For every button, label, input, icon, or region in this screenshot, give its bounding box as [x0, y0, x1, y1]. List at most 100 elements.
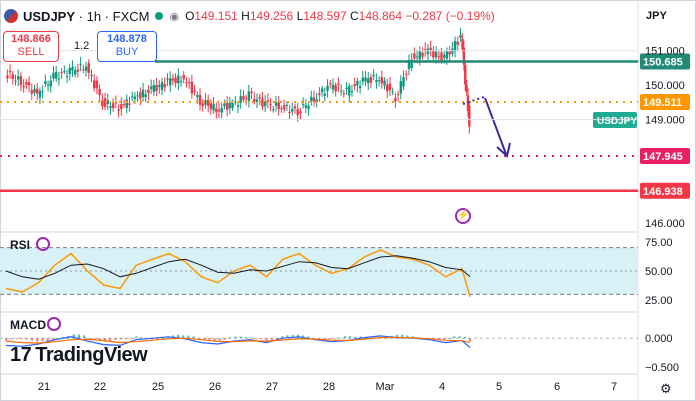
macd-histogram-bar: [192, 336, 195, 339]
time-tick-label: Mar: [376, 381, 395, 393]
candle-body: [54, 71, 58, 79]
macd-histogram-bar: [104, 338, 107, 342]
spread-value: 1.2: [74, 40, 90, 52]
sell-price: 148.866: [11, 33, 51, 45]
candle-body: [307, 105, 310, 109]
candle-body: [285, 104, 289, 106]
candle-body: [350, 91, 354, 93]
level-tag-150.685: [640, 53, 690, 70]
source-label: FXCM: [112, 8, 150, 24]
currency-label[interactable]: JPY: [646, 10, 667, 22]
candle-body: [114, 102, 118, 104]
level-tag-147.945: [640, 148, 690, 165]
macd-histogram-bar: [5, 338, 7, 341]
candle-body: [136, 95, 139, 97]
sell-label: SELL: [17, 46, 45, 58]
candle-body: [215, 108, 218, 113]
macd-histogram-bar: [250, 337, 253, 339]
candle-body: [255, 99, 259, 102]
candle-body: [130, 96, 134, 98]
macd-histogram-bar: [260, 338, 263, 340]
candle-body: [187, 82, 191, 84]
macd-histogram-bar: [177, 334, 180, 339]
macd-tick-label: −0.500: [645, 362, 679, 374]
macd-histogram-bar: [255, 338, 258, 340]
level-label-149.511: 149.511: [643, 97, 682, 109]
candle-body: [448, 51, 451, 55]
candle-body: [234, 101, 237, 103]
candle-body: [443, 55, 446, 58]
candle-body: [386, 84, 389, 92]
macd-histogram-bar: [338, 337, 341, 339]
candle-body: [263, 101, 267, 107]
candle-body: [231, 102, 234, 109]
candle-body: [63, 71, 66, 73]
macd-histogram-bar: [213, 338, 216, 342]
visibility-icon[interactable]: ◉: [169, 10, 180, 23]
buy-button[interactable]: 148.878 BUY: [97, 31, 157, 62]
separator: ·: [101, 8, 113, 24]
candle-body: [320, 88, 324, 93]
level-tag-149.511: [640, 94, 690, 111]
candle-body: [312, 97, 316, 102]
candle-body: [369, 76, 373, 83]
candle-body: [8, 70, 12, 73]
candle-body: [465, 84, 468, 92]
candle-body: [372, 74, 375, 77]
time-tick-label: 4: [439, 381, 445, 393]
candle-body: [201, 103, 204, 107]
macd-signal-line: [5, 336, 471, 344]
candle-body: [272, 109, 275, 111]
settings-gear-icon[interactable]: ⚙: [660, 381, 672, 396]
macd-histogram-bar: [270, 338, 273, 341]
candle-body: [331, 84, 335, 90]
interval-label[interactable]: 1h: [86, 8, 102, 24]
macd-histogram-bar: [349, 336, 352, 339]
candle-body: [364, 77, 367, 82]
snapshot-icon[interactable]: ⚡: [455, 208, 471, 224]
macd-histogram-bar: [448, 337, 451, 339]
candle-body: [225, 103, 229, 110]
price-tick-label: 146.000: [645, 218, 685, 230]
macd-histogram-bar: [453, 336, 456, 339]
time-tick-label: 25: [152, 381, 164, 393]
macd-histogram-bar: [41, 338, 44, 342]
macd-settings-icon[interactable]: [47, 317, 61, 331]
macd-histogram-bar: [223, 338, 226, 340]
rsi-settings-icon[interactable]: [36, 237, 50, 251]
symbol-price-tag-label: USDJPY: [597, 116, 637, 127]
macd-histogram-bar: [20, 338, 23, 340]
candle-body: [44, 81, 47, 84]
candle-body: [182, 75, 185, 80]
candle-body: [217, 109, 221, 112]
candle-body: [253, 98, 256, 102]
candle-body: [383, 80, 386, 86]
candle-body: [49, 80, 52, 87]
sell-button[interactable]: 148.866 SELL: [3, 31, 59, 62]
macd-histogram-bar: [130, 338, 133, 340]
candle-body: [274, 102, 278, 106]
candle-body: [426, 48, 430, 55]
candle-body: [394, 97, 397, 102]
candle-body: [125, 99, 128, 109]
candle-body: [128, 103, 131, 105]
candle-body: [280, 108, 283, 110]
candle-body: [84, 66, 88, 71]
time-tick-label: 21: [38, 381, 50, 393]
symbol-name[interactable]: USDJPY: [23, 8, 76, 24]
candle-body: [160, 82, 164, 91]
macd-histogram-bar: [406, 335, 409, 339]
candle-body: [68, 68, 71, 75]
candle-body: [356, 80, 359, 86]
candle-body: [358, 86, 362, 89]
candle-body: [52, 72, 55, 79]
candle-body: [415, 56, 419, 58]
candle-body: [299, 111, 302, 114]
candle-body: [204, 100, 207, 105]
candle-body: [421, 52, 424, 57]
candle-body: [318, 93, 321, 96]
candle-body: [190, 81, 194, 94]
candle-body: [174, 77, 177, 84]
macd-histogram-bar: [276, 338, 279, 340]
